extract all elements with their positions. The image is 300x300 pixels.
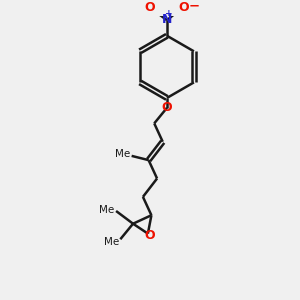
Text: N: N (162, 13, 172, 26)
Text: O: O (144, 230, 154, 242)
Text: Me: Me (115, 149, 130, 160)
Text: Me: Me (99, 205, 115, 214)
Text: Me: Me (104, 237, 119, 247)
Text: −: − (188, 0, 200, 13)
Text: O: O (178, 1, 189, 14)
Text: O: O (162, 101, 172, 114)
Text: O: O (144, 1, 155, 14)
Text: +: + (165, 9, 173, 18)
